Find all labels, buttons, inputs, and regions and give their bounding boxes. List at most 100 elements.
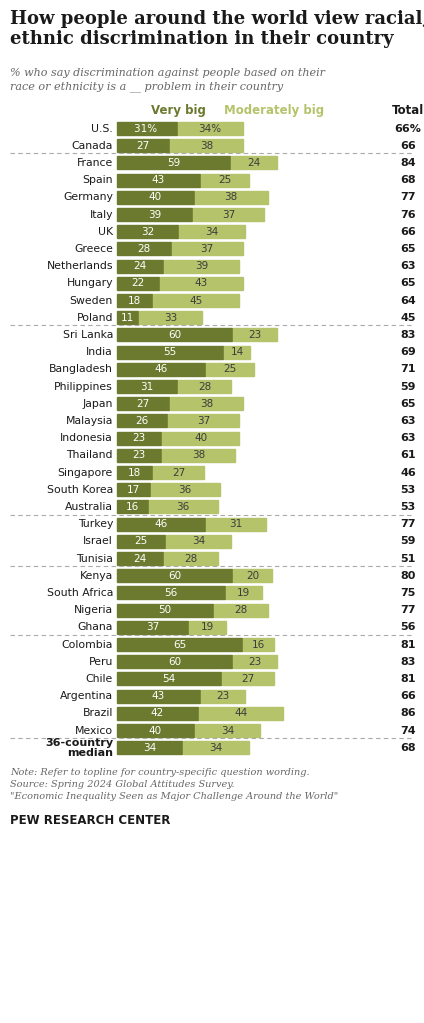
Bar xyxy=(117,535,165,547)
Text: 56: 56 xyxy=(164,588,177,597)
Text: 86: 86 xyxy=(400,708,416,718)
Bar xyxy=(164,260,239,272)
Text: 18: 18 xyxy=(128,296,141,306)
Text: 45: 45 xyxy=(189,296,202,306)
Text: 43: 43 xyxy=(152,175,165,185)
Text: 23: 23 xyxy=(248,329,262,340)
Text: Malaysia: Malaysia xyxy=(66,416,113,426)
Text: 77: 77 xyxy=(400,605,416,615)
Bar xyxy=(231,157,277,170)
Text: 28: 28 xyxy=(184,553,198,564)
Text: Canada: Canada xyxy=(72,141,113,150)
Bar xyxy=(179,225,245,238)
Bar xyxy=(233,328,277,342)
Bar xyxy=(117,328,232,342)
Text: 31: 31 xyxy=(140,382,153,392)
Bar xyxy=(117,277,159,290)
Text: 53: 53 xyxy=(400,485,416,495)
Text: 50: 50 xyxy=(159,605,172,615)
Text: Ghana: Ghana xyxy=(78,622,113,632)
Text: 46: 46 xyxy=(154,364,168,374)
Text: 42: 42 xyxy=(151,708,164,718)
Text: 39: 39 xyxy=(195,261,208,271)
Text: 39: 39 xyxy=(148,210,161,220)
Text: 40: 40 xyxy=(149,725,162,736)
Bar xyxy=(162,449,235,461)
Text: Tunisia: Tunisia xyxy=(76,553,113,564)
Bar xyxy=(117,604,213,617)
Text: 33: 33 xyxy=(164,313,177,322)
Text: Netherlands: Netherlands xyxy=(47,261,113,271)
Text: 75: 75 xyxy=(400,588,416,597)
Text: 71: 71 xyxy=(400,364,416,374)
Text: 23: 23 xyxy=(132,450,146,460)
Text: 36: 36 xyxy=(179,485,192,495)
Text: 24: 24 xyxy=(134,553,147,564)
Bar xyxy=(117,242,171,256)
Bar xyxy=(189,621,226,634)
Text: 38: 38 xyxy=(200,141,213,150)
Text: 24: 24 xyxy=(134,261,147,271)
Text: Kenya: Kenya xyxy=(80,571,113,581)
Bar xyxy=(117,208,192,221)
Text: 32: 32 xyxy=(141,227,154,236)
Text: 64: 64 xyxy=(400,296,416,306)
Text: South Africa: South Africa xyxy=(47,588,113,597)
Text: Sri Lanka: Sri Lanka xyxy=(63,329,113,340)
Text: 45: 45 xyxy=(400,313,416,322)
Text: 36-country
median: 36-country median xyxy=(45,738,113,758)
Bar xyxy=(117,157,230,170)
Bar xyxy=(206,518,266,531)
Text: 19: 19 xyxy=(237,588,251,597)
Bar xyxy=(214,604,268,617)
Bar xyxy=(117,586,225,599)
Bar xyxy=(170,397,243,410)
Text: 54: 54 xyxy=(162,674,176,684)
Text: 34: 34 xyxy=(221,725,234,736)
Text: 22: 22 xyxy=(131,278,145,288)
Bar xyxy=(117,707,198,720)
Text: 68: 68 xyxy=(400,743,416,753)
Text: 24: 24 xyxy=(248,158,261,168)
Text: Turkey: Turkey xyxy=(78,519,113,529)
Text: Spain: Spain xyxy=(83,175,113,185)
Bar xyxy=(117,500,148,514)
Text: PEW RESEARCH CENTER: PEW RESEARCH CENTER xyxy=(10,814,170,828)
Bar xyxy=(117,397,169,410)
Text: 11: 11 xyxy=(121,313,134,322)
Text: Chile: Chile xyxy=(86,674,113,684)
Bar xyxy=(195,724,260,737)
Text: 65: 65 xyxy=(173,639,186,650)
Text: 25: 25 xyxy=(134,536,148,546)
Text: 59: 59 xyxy=(400,382,416,392)
Bar xyxy=(117,363,205,375)
Text: 26: 26 xyxy=(135,416,148,426)
Text: % who say discrimination against people based on their
race or ethnicity is a __: % who say discrimination against people … xyxy=(10,68,325,91)
Text: 63: 63 xyxy=(400,261,416,271)
Text: 63: 63 xyxy=(400,416,416,426)
Text: 40: 40 xyxy=(194,433,207,443)
Text: 46: 46 xyxy=(154,519,168,529)
Text: 27: 27 xyxy=(241,674,254,684)
Bar xyxy=(153,466,204,479)
Text: 37: 37 xyxy=(201,243,214,254)
Bar xyxy=(183,742,248,754)
Text: 76: 76 xyxy=(400,210,416,220)
Bar xyxy=(223,346,251,359)
Text: 34: 34 xyxy=(192,536,205,546)
Text: 37: 37 xyxy=(146,622,159,632)
Bar xyxy=(117,724,194,737)
Bar xyxy=(193,208,264,221)
Text: Thailand: Thailand xyxy=(67,450,113,460)
Bar xyxy=(164,552,218,565)
Text: 28: 28 xyxy=(234,605,248,615)
Bar xyxy=(222,672,273,685)
Text: 34%: 34% xyxy=(198,124,222,133)
Text: 38: 38 xyxy=(200,399,213,409)
Text: 20: 20 xyxy=(246,571,259,581)
Bar xyxy=(149,500,218,514)
Text: 66: 66 xyxy=(400,227,416,236)
Bar xyxy=(178,380,231,393)
Text: 84: 84 xyxy=(400,158,416,168)
Bar xyxy=(195,191,268,204)
